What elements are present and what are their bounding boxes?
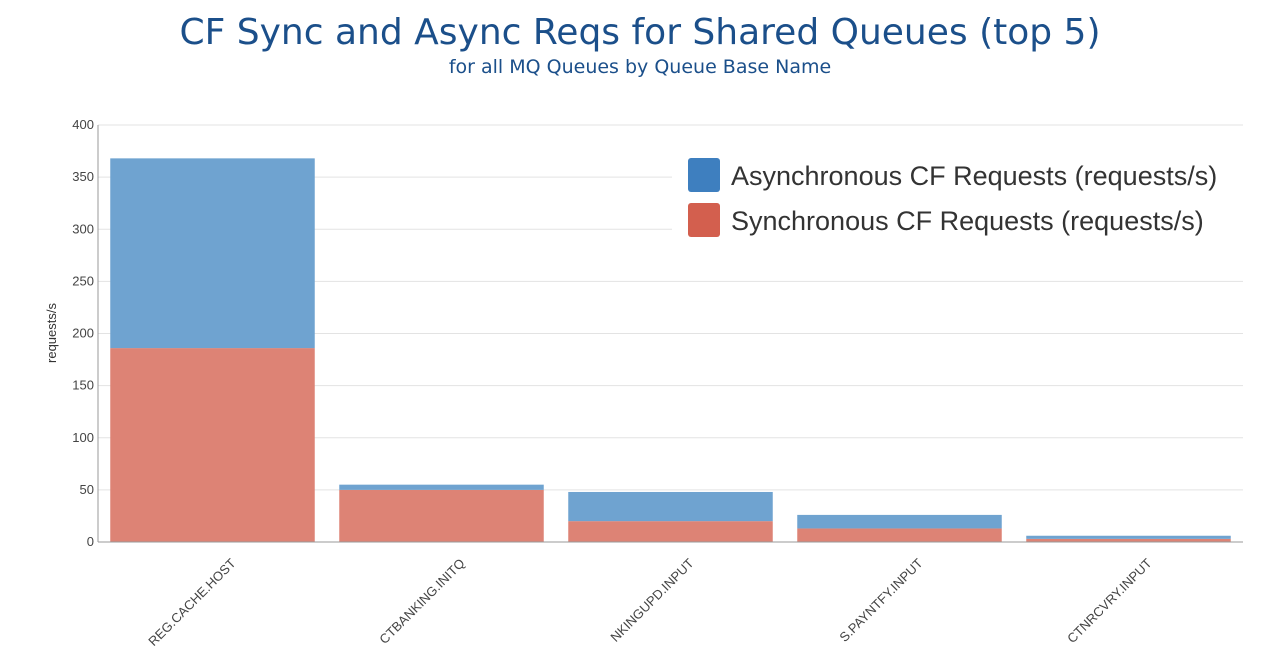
x-tick-label: NKINGUPD.INPUT — [607, 555, 696, 644]
legend-label: Asynchronous CF Requests (requests/s) — [731, 161, 1217, 191]
legend-label: Synchronous CF Requests (requests/s) — [731, 206, 1204, 236]
sync-bar-5 — [1026, 538, 1231, 542]
y-tick-label: 100 — [72, 430, 94, 445]
x-tick-labels: REG.CACHE.HOST CTBANKING.INITQ NKINGUPD.IN… — [145, 555, 1154, 648]
sync-bar-3 — [568, 521, 773, 542]
y-tick-label: 50 — [80, 482, 94, 497]
async-bar-1 — [110, 158, 315, 349]
async-bar-4 — [797, 514, 1002, 529]
y-tick-label: 0 — [87, 534, 94, 549]
y-tick-label: 350 — [72, 169, 94, 184]
async-bar-5 — [1026, 535, 1231, 539]
legend-swatch — [688, 203, 720, 237]
legend-swatch — [688, 158, 720, 192]
y-tick-label: 150 — [72, 378, 94, 393]
async-bar-2 — [339, 484, 544, 490]
y-tick-label: 250 — [72, 273, 94, 288]
x-tick-label: REG.CACHE.HOST — [145, 555, 238, 648]
y-tick-label: 200 — [72, 326, 94, 341]
y-tick-label: 400 — [72, 117, 94, 132]
y-axis-label: requests/s — [44, 303, 59, 363]
y-tick-labels: 0 50 100 150 200 250 300 350 400 — [72, 117, 94, 549]
sync-bar-2 — [339, 489, 544, 542]
sync-bar-4 — [797, 528, 1002, 542]
sync-bar-1 — [110, 348, 315, 542]
y-tick-label: 300 — [72, 221, 94, 236]
async-bar-3 — [568, 491, 773, 522]
bars-group — [110, 158, 1231, 542]
legend: Asynchronous CF Requests (requests/s) Syn… — [672, 148, 1244, 240]
chart-subtitle: for all MQ Queues by Queue Base Name — [448, 56, 832, 78]
legend-background — [672, 148, 1244, 240]
x-tick-label: CTNRCVRY.INPUT — [1064, 555, 1154, 645]
x-tick-label: S.PAYNTFY.INPUT — [836, 555, 925, 644]
x-tick-label: CTBANKING.INITQ — [376, 556, 467, 647]
chart-title: CF Sync and Async Reqs for Shared Queues… — [179, 12, 1101, 53]
axes — [97, 125, 1243, 543]
